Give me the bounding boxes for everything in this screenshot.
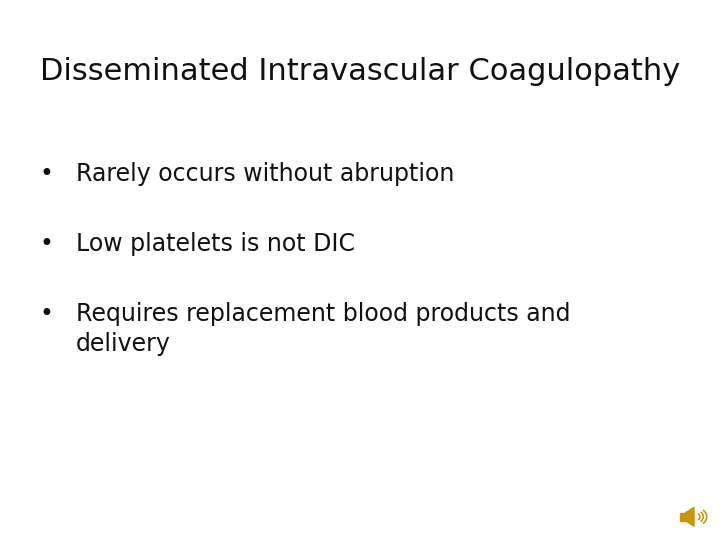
Polygon shape (680, 513, 685, 521)
Text: •: • (40, 232, 53, 256)
Text: •: • (40, 162, 53, 186)
Text: Disseminated Intravascular Coagulopathy: Disseminated Intravascular Coagulopathy (40, 57, 680, 86)
Text: •: • (40, 302, 53, 326)
Polygon shape (685, 508, 694, 526)
Text: Rarely occurs without abruption: Rarely occurs without abruption (76, 162, 454, 186)
Text: Low platelets is not DIC: Low platelets is not DIC (76, 232, 355, 256)
Text: Requires replacement blood products and
delivery: Requires replacement blood products and … (76, 302, 570, 356)
